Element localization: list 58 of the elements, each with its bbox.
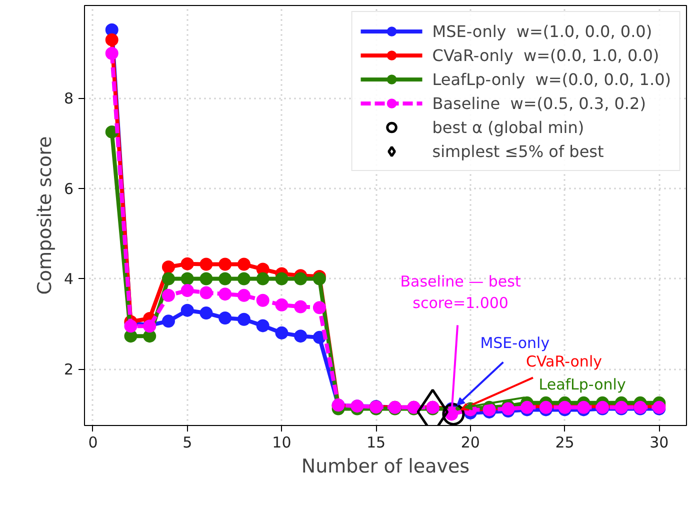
y-tick-label: 8 <box>64 90 74 108</box>
point <box>200 286 213 300</box>
point <box>294 300 308 314</box>
point <box>442 402 465 426</box>
point <box>256 294 270 307</box>
point <box>218 312 232 325</box>
x-tick-label: 5 <box>182 434 192 452</box>
point <box>294 330 308 343</box>
legend-label: Baseline w=(0.5, 0.3, 0.2) <box>432 94 646 112</box>
point <box>124 320 138 333</box>
point <box>180 257 194 270</box>
point <box>237 272 250 286</box>
legend-label: MSE-only w=(1.0, 0.0, 0.0) <box>432 22 652 40</box>
point <box>275 326 288 340</box>
point <box>218 288 232 301</box>
point <box>312 272 326 286</box>
y-tick-label: 2 <box>64 360 74 379</box>
x-tick-label: 25 <box>555 434 574 452</box>
x-tick-label: 20 <box>460 434 480 452</box>
point <box>162 272 175 286</box>
point <box>105 33 118 46</box>
point <box>237 288 250 302</box>
point <box>200 272 213 286</box>
point <box>162 288 175 302</box>
point <box>162 260 175 274</box>
point <box>180 272 194 286</box>
legend-label: LeafLp-only w=(0.0, 0.0, 1.0) <box>432 70 671 88</box>
point <box>256 272 270 286</box>
point <box>105 46 118 60</box>
x-tick-label: 30 <box>650 434 669 452</box>
point <box>275 272 288 286</box>
point <box>180 284 194 297</box>
x-tick-label: 10 <box>272 434 292 452</box>
annotation: LeafLp-only <box>538 375 626 394</box>
legend-label: simplest ≤5% of best <box>432 142 604 160</box>
annotation: MSE-only <box>480 334 550 352</box>
annotation: CVaR-only <box>526 352 602 371</box>
point <box>237 312 250 326</box>
point <box>256 319 270 332</box>
annotation: Baseline — best score=1.000 <box>400 272 521 312</box>
x-tick-label: 15 <box>366 434 386 452</box>
x-tick-label: 0 <box>88 434 98 452</box>
point <box>275 298 288 312</box>
point <box>200 258 213 271</box>
y-tick-label: 4 <box>64 270 74 288</box>
y-axis-title: Composite score <box>34 136 56 295</box>
point <box>180 304 194 317</box>
point <box>218 258 232 271</box>
legend-label: CVaR-only w=(0.0, 1.0, 0.0) <box>432 46 660 64</box>
point <box>294 272 308 286</box>
y-tick-label: 6 <box>64 180 74 198</box>
point <box>237 258 250 271</box>
point <box>218 272 232 286</box>
point <box>162 314 175 328</box>
x-axis-title: Number of leaves <box>301 456 470 478</box>
point <box>200 306 213 320</box>
point <box>312 301 326 314</box>
legend-label: best α (global min) <box>432 118 584 136</box>
